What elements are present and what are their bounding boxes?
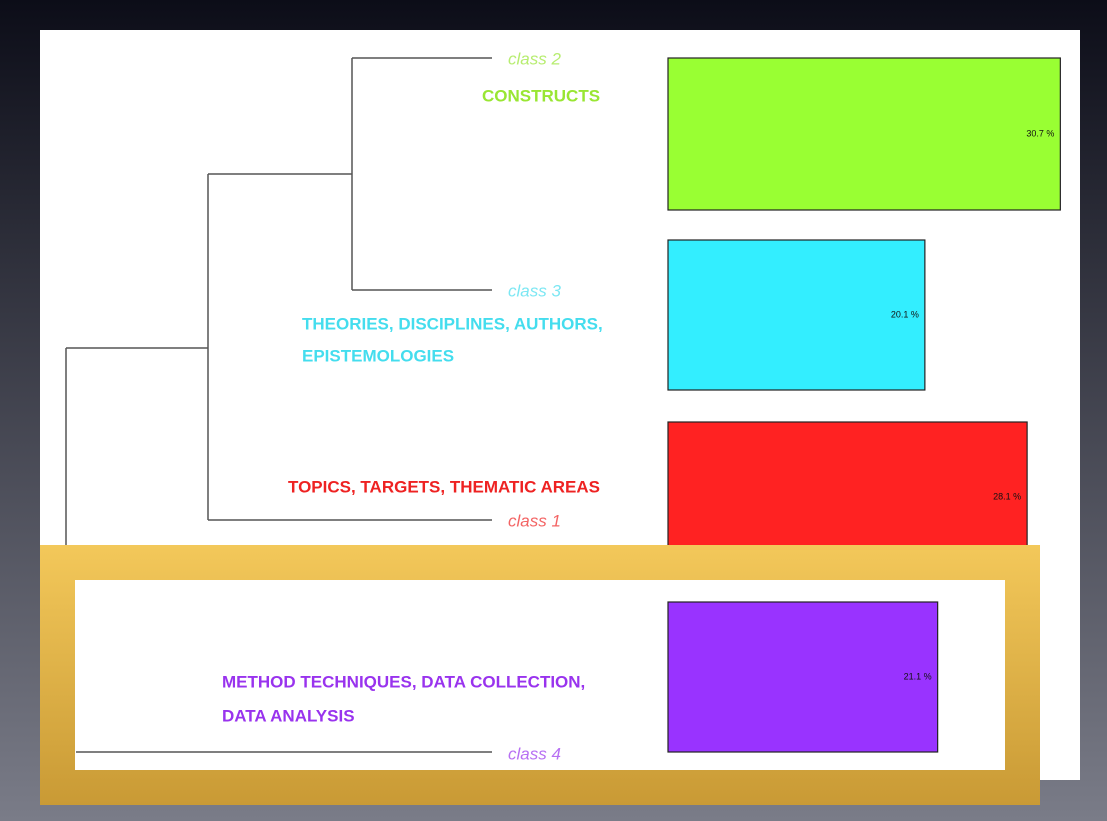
dendrogram bbox=[65, 57, 492, 752]
class-description: DATA ANALYSIS bbox=[222, 706, 355, 725]
bar bbox=[667, 57, 1061, 211]
value-label: 21.1 % bbox=[904, 671, 932, 681]
highlight-frame bbox=[40, 545, 1040, 805]
class-label: class 4 bbox=[508, 744, 561, 763]
class-description: METHOD TECHNIQUES, DATA COLLECTION, bbox=[222, 672, 585, 691]
class-description: EPISTEMOLOGIES bbox=[302, 346, 454, 365]
class-description: CONSTRUCTS bbox=[482, 86, 600, 105]
class-label: class 2 bbox=[508, 49, 561, 68]
class-description: TOPICS, TARGETS, THEMATIC AREAS bbox=[288, 477, 600, 496]
lower-layer: 21.1 % class 4 METHOD TECHNIQUES, DATA COL… bbox=[76, 601, 939, 763]
bar bbox=[667, 239, 926, 391]
upper-layer: 30.7 % class 2 CONSTRUCTS 20.1 % class 3 THEO… bbox=[65, 49, 1061, 752]
class-label: class 1 bbox=[508, 511, 561, 530]
value-label: 28.1 % bbox=[993, 491, 1021, 501]
value-label: 20.1 % bbox=[891, 309, 919, 319]
class-label: class 3 bbox=[508, 281, 561, 300]
class-description: THEORIES, DISCIPLINES, AUTHORS, bbox=[302, 314, 603, 333]
value-label: 30.7 % bbox=[1026, 128, 1054, 138]
bar bbox=[667, 601, 939, 753]
